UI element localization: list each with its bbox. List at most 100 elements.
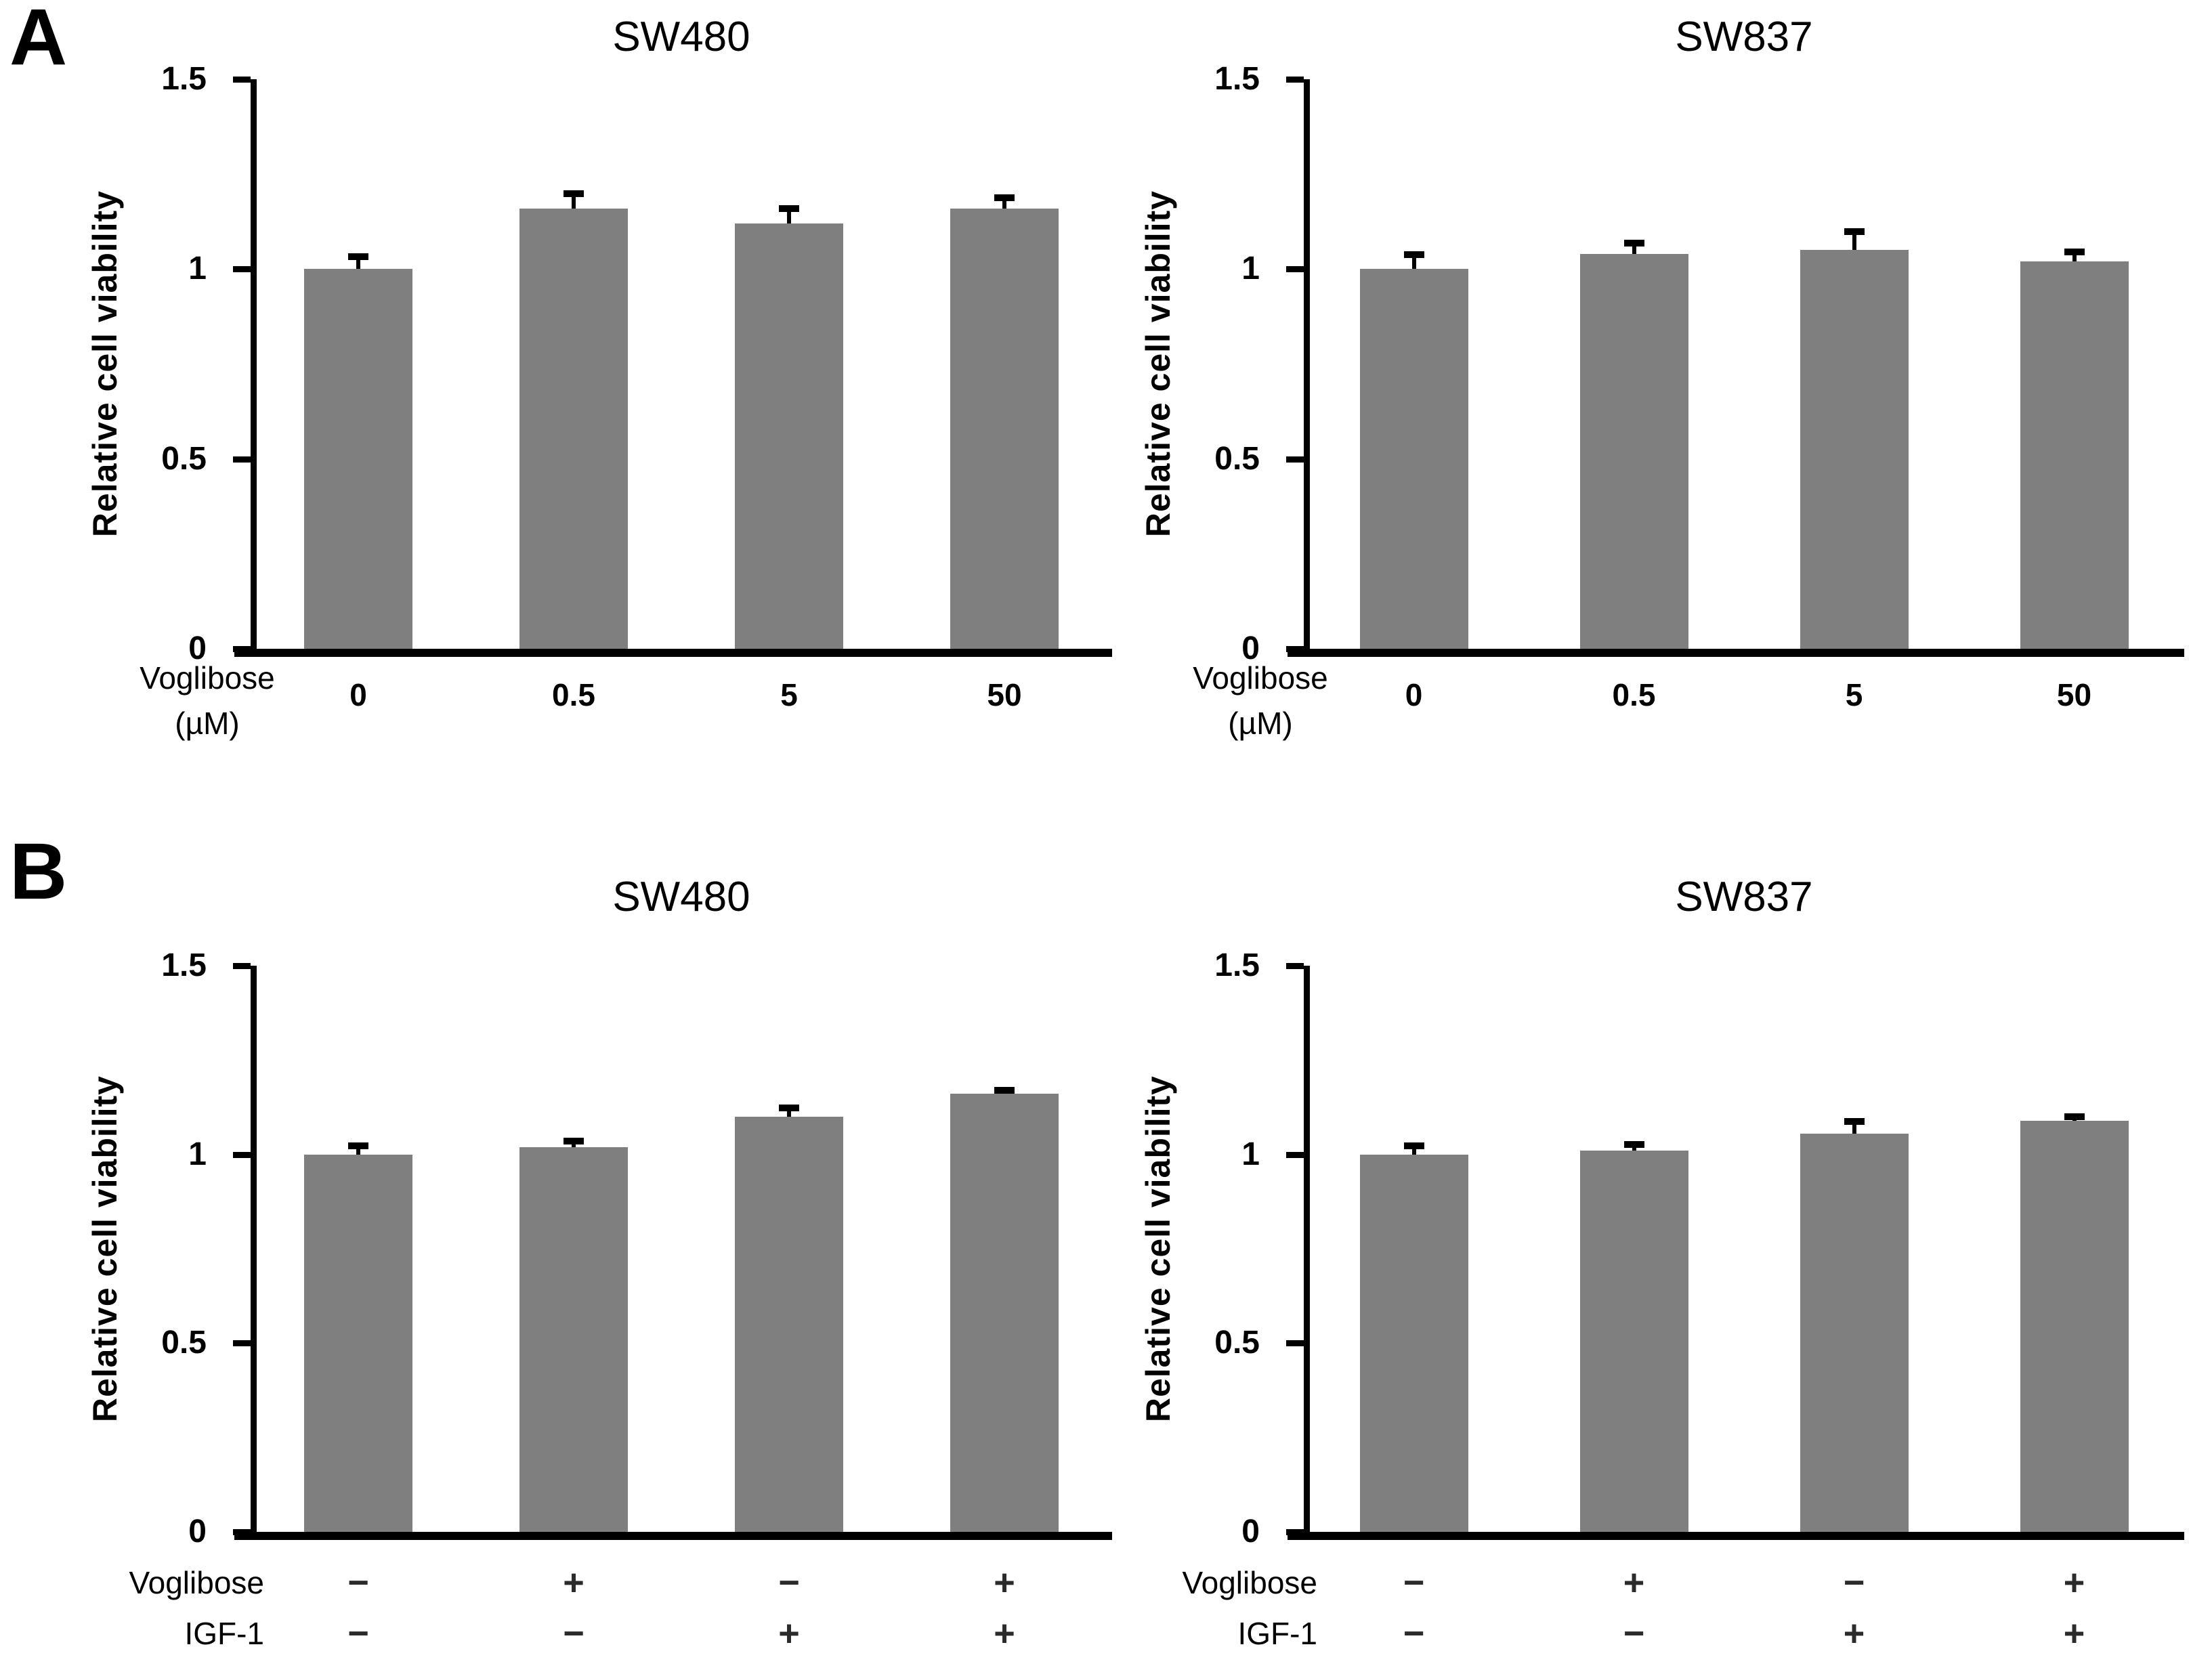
- y-tick-label: 0: [1241, 630, 1260, 666]
- error-bar-line: [356, 257, 360, 270]
- y-axis-title-box: Relative cell viability: [1134, 79, 1182, 649]
- y-tick: [1286, 963, 1304, 969]
- error-bar-cap: [1403, 1142, 1424, 1149]
- chart-title: SW480: [612, 14, 750, 60]
- y-axis-title-box: Relative cell viability: [81, 966, 129, 1532]
- condition-sign: +: [563, 1562, 584, 1603]
- panel-a-label: A: [9, 0, 68, 82]
- bar-chart-b-sw480: SW480 Relative cell viability 0 0.5 1 1.5 Vogl…: [0, 843, 1143, 1670]
- condition-sign: +: [778, 1613, 800, 1654]
- error-bar-cap: [1403, 251, 1424, 258]
- condition-sign: +: [994, 1613, 1015, 1654]
- error-bar-cap: [994, 194, 1015, 201]
- error-bar-cap: [1623, 1141, 1644, 1149]
- y-axis-line: [1304, 79, 1310, 657]
- error-bar-line: [1632, 1146, 1636, 1151]
- y-axis-title-box: Relative cell viability: [1134, 966, 1182, 1532]
- y-tick-label: 0: [188, 630, 207, 666]
- chart-title: SW837: [1675, 14, 1813, 60]
- condition-sign: −: [347, 1613, 369, 1654]
- condition-sign: −: [1843, 1562, 1865, 1603]
- error-bar-line: [1852, 233, 1856, 251]
- y-axis-title-box: Relative cell viability: [81, 79, 129, 649]
- y-tick-label: 1: [188, 251, 207, 287]
- y-axis-line: [251, 966, 257, 1540]
- bar: [1800, 1134, 1909, 1532]
- bar: [950, 208, 1059, 649]
- error-bar-line: [787, 210, 791, 224]
- condition-sign: +: [994, 1562, 1015, 1603]
- y-tick-label: 0: [1241, 1514, 1260, 1549]
- error-bar-line: [572, 195, 576, 209]
- y-tick: [1286, 1151, 1304, 1158]
- condition-sign: −: [1403, 1613, 1425, 1654]
- bar: [304, 269, 412, 649]
- chart-title: SW480: [612, 874, 750, 920]
- y-tick: [1286, 456, 1304, 463]
- x-category-label: 50: [2056, 677, 2092, 712]
- x-axis-group-label-line2: (µM): [1228, 706, 1293, 741]
- bar: [304, 1154, 412, 1532]
- bar-chart-a-sw480: SW480 Relative cell viability 0 0.5 1 1.5 0 0.5…: [0, 0, 1143, 799]
- bar: [735, 1116, 843, 1532]
- bar: [519, 208, 628, 649]
- x-category-label: 0.5: [552, 677, 595, 712]
- x-category-label: 0.5: [1612, 677, 1656, 712]
- y-tick: [233, 1529, 251, 1535]
- y-tick-label: 0.5: [161, 1325, 207, 1361]
- y-tick-label: 1: [188, 1136, 207, 1172]
- y-tick-label: 0: [188, 1514, 207, 1549]
- x-axis-line: [234, 1532, 1112, 1540]
- bar: [735, 223, 843, 649]
- condition-sign: +: [1623, 1562, 1645, 1603]
- error-bar-line: [1002, 198, 1006, 209]
- y-tick-label: 0.5: [1214, 440, 1260, 477]
- x-category-label: 5: [1845, 677, 1863, 712]
- y-tick: [1286, 266, 1304, 273]
- condition-sign: +: [1843, 1613, 1865, 1654]
- y-tick-label: 0.5: [161, 440, 207, 477]
- error-bar-cap: [348, 253, 368, 260]
- error-bar-line: [1411, 1147, 1416, 1155]
- condition-row-label: Voglibose: [1182, 1565, 1318, 1600]
- x-category-label: 0: [349, 677, 367, 712]
- y-tick: [1286, 1529, 1304, 1535]
- bar: [2020, 261, 2129, 649]
- bar: [1359, 1154, 1468, 1532]
- condition-sign: −: [563, 1613, 584, 1654]
- x-axis-group-label-line2: (µM): [175, 706, 240, 741]
- y-tick: [1286, 1340, 1304, 1347]
- y-axis-line: [1304, 966, 1310, 1540]
- x-axis-line: [1288, 649, 2184, 657]
- bar: [1359, 269, 1468, 649]
- y-tick: [1286, 77, 1304, 83]
- error-bar-cap: [1844, 228, 1865, 236]
- y-axis-title: Relative cell viability: [86, 1075, 124, 1423]
- y-tick-label: 1: [1241, 1136, 1260, 1172]
- error-bar-line: [1632, 244, 1636, 254]
- y-tick: [233, 456, 251, 463]
- x-category-label: 5: [780, 677, 798, 712]
- condition-sign: −: [1623, 1613, 1645, 1654]
- y-axis-title: Relative cell viability: [1139, 1075, 1177, 1423]
- x-axis-line: [1288, 1532, 2184, 1540]
- bar-chart-b-sw837: SW837 Relative cell viability 0 0.5 1 1.5 Vogl…: [1053, 843, 2212, 1670]
- y-axis-title: Relative cell viability: [1139, 190, 1177, 538]
- error-bar-cap: [2064, 248, 2085, 255]
- condition-sign: +: [2063, 1562, 2085, 1603]
- y-tick: [233, 646, 251, 652]
- error-bar-cap: [348, 1142, 368, 1149]
- x-category-label: 0: [1405, 677, 1423, 712]
- x-axis-group-label-line1: Voglibose: [140, 660, 275, 695]
- bar: [1800, 250, 1909, 649]
- error-bar-line: [1852, 1123, 1856, 1134]
- condition-sign: +: [2063, 1613, 2085, 1654]
- error-bar-line: [1411, 255, 1416, 270]
- y-tick: [1286, 646, 1304, 652]
- bar-chart-a-sw837: SW837 Relative cell viability 0 0.5 1 1.5 0 0.5…: [1053, 0, 2212, 799]
- bar: [1579, 253, 1688, 649]
- error-bar-cap: [779, 1104, 799, 1111]
- error-bar-line: [356, 1147, 360, 1155]
- error-bar-cap: [2064, 1113, 2085, 1121]
